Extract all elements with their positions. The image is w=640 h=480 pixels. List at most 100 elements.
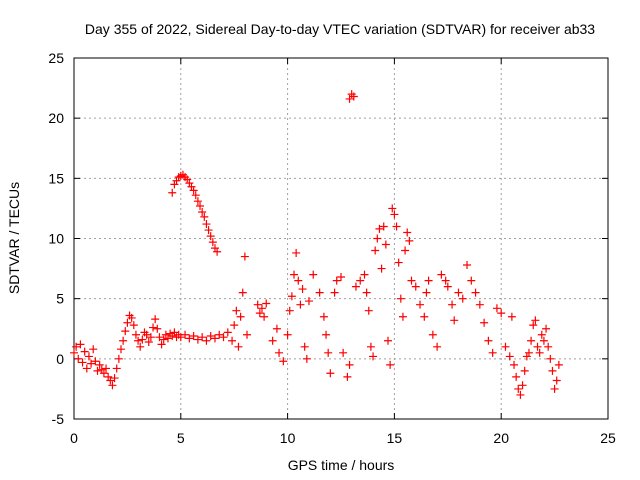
data-point xyxy=(512,372,521,381)
data-point xyxy=(309,270,318,279)
data-point xyxy=(131,330,140,339)
data-point xyxy=(554,360,563,369)
data-point xyxy=(285,306,294,315)
data-point xyxy=(369,352,378,361)
data-point xyxy=(189,331,198,340)
data-point xyxy=(441,276,450,285)
data-point xyxy=(142,330,151,339)
data-point xyxy=(185,179,194,188)
data-point xyxy=(527,336,536,345)
data-point xyxy=(403,228,412,237)
data-point xyxy=(257,304,266,313)
data-point xyxy=(255,309,264,318)
data-point xyxy=(275,348,284,357)
data-point xyxy=(112,364,121,373)
data-point xyxy=(377,264,386,273)
data-point xyxy=(319,312,328,321)
data-point xyxy=(394,258,403,267)
data-point xyxy=(193,197,202,206)
y-tick-label: 5 xyxy=(56,291,64,307)
data-point xyxy=(546,354,555,363)
y-tick-label: 25 xyxy=(48,50,64,66)
data-point xyxy=(78,358,87,367)
data-point xyxy=(364,306,373,315)
data-point xyxy=(134,336,143,345)
data-point xyxy=(507,312,516,321)
data-point xyxy=(76,340,85,349)
data-point xyxy=(82,364,91,373)
data-point xyxy=(204,226,213,235)
data-point xyxy=(123,318,132,327)
data-point xyxy=(390,210,399,219)
data-point xyxy=(268,336,277,345)
data-point xyxy=(366,342,375,351)
data-point xyxy=(232,306,241,315)
data-point xyxy=(146,333,155,342)
data-point xyxy=(516,390,525,399)
data-point xyxy=(488,348,497,357)
data-point xyxy=(193,335,202,344)
data-point xyxy=(110,374,119,383)
data-point xyxy=(345,94,354,103)
data-point xyxy=(315,288,324,297)
data-point xyxy=(405,236,414,245)
data-point xyxy=(106,376,115,385)
data-point xyxy=(208,238,217,247)
data-point xyxy=(300,342,309,351)
data-point xyxy=(324,348,333,357)
data-point xyxy=(287,292,296,301)
data-point xyxy=(411,282,420,291)
data-point xyxy=(153,324,162,333)
data-point xyxy=(351,282,360,291)
data-point xyxy=(302,354,311,363)
data-point xyxy=(253,300,262,309)
y-tick-label: 20 xyxy=(48,110,64,126)
data-point xyxy=(129,321,138,330)
data-point xyxy=(529,321,538,330)
x-axis-label: GPS time / hours xyxy=(288,457,395,473)
x-tick-label: 15 xyxy=(387,430,403,446)
data-point xyxy=(304,297,313,306)
data-point xyxy=(294,276,303,285)
data-point xyxy=(116,345,125,354)
data-point xyxy=(392,222,401,231)
data-point xyxy=(87,359,96,368)
data-point xyxy=(448,300,457,309)
data-point xyxy=(80,347,89,356)
data-point xyxy=(518,381,527,390)
data-point xyxy=(290,270,299,279)
tick-labels: 0 5 10 15 20 25 -5 0 5 10 15 20 25 xyxy=(48,50,616,446)
data-point xyxy=(416,300,425,309)
grid xyxy=(74,58,608,419)
data-point xyxy=(189,186,198,195)
data-point xyxy=(136,342,145,351)
y-tick-label: 0 xyxy=(56,351,64,367)
data-point xyxy=(322,330,331,339)
data-point xyxy=(223,328,232,337)
data-point xyxy=(170,328,179,337)
data-point xyxy=(206,331,215,340)
data-point xyxy=(210,244,219,253)
data-point xyxy=(215,330,224,339)
data-point xyxy=(119,336,128,345)
data-point xyxy=(458,294,467,303)
data-point xyxy=(108,381,117,390)
data-point xyxy=(544,342,553,351)
data-point xyxy=(181,330,190,339)
data-point xyxy=(170,180,179,189)
data-point xyxy=(168,188,177,197)
x-tick-label: 25 xyxy=(600,430,616,446)
data-point xyxy=(514,384,523,393)
data-point xyxy=(72,342,81,351)
data-point xyxy=(497,309,506,318)
data-point xyxy=(475,300,484,309)
data-point xyxy=(74,354,83,363)
data-point xyxy=(213,247,222,256)
data-point xyxy=(337,273,345,282)
data-point xyxy=(260,312,269,321)
data-point xyxy=(484,336,493,345)
data-point xyxy=(151,315,160,324)
data-point xyxy=(176,171,185,180)
data-point xyxy=(379,222,388,231)
data-point xyxy=(550,384,559,393)
